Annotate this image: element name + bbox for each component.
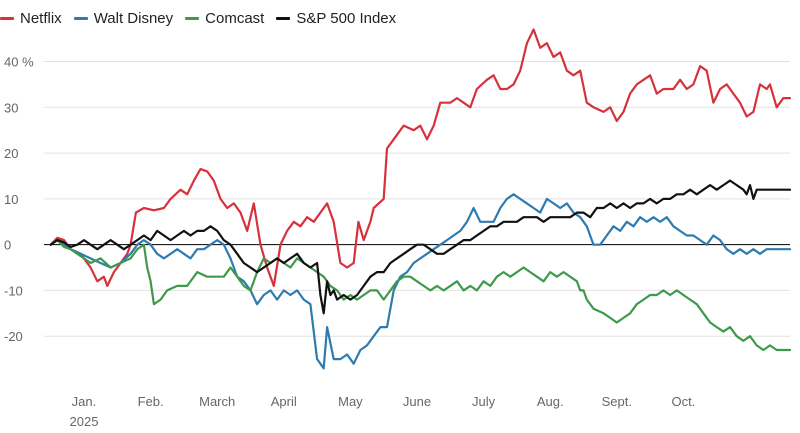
y-tick-label: 10 xyxy=(4,192,18,207)
x-tick-label: Oct. xyxy=(672,394,696,409)
series-line-walt-disney xyxy=(49,193,792,370)
legend-item-walt-disney: Walt Disney xyxy=(73,10,174,27)
legend-item-netflix: Netflix xyxy=(0,10,62,27)
x-tick-label: March xyxy=(199,394,235,409)
y-tick-label: 0 xyxy=(4,238,11,253)
legend-label-netflix: Netflix xyxy=(20,10,62,27)
x-tick-label: Jan. xyxy=(72,394,97,409)
series-line-netflix xyxy=(49,28,792,287)
x-tick-label: June xyxy=(403,394,431,409)
y-tick-label: 20 xyxy=(4,146,18,161)
x-tick-label: July xyxy=(472,394,496,409)
legend-label-sp500: S&P 500 Index xyxy=(296,10,397,27)
y-tick-label: -10 xyxy=(4,283,23,298)
legend-swatch-netflix xyxy=(0,17,14,20)
series-line-comcast xyxy=(49,239,792,352)
x-year-label: 2025 xyxy=(70,414,99,429)
legend-item-sp500: S&P 500 Index xyxy=(276,10,396,27)
x-tick-label: Feb. xyxy=(138,394,164,409)
y-tick-label: -20 xyxy=(4,329,23,344)
x-tick-label: May xyxy=(338,394,363,409)
legend: Netflix Walt Disney Comcast S&P 500 Inde… xyxy=(0,10,396,27)
x-tick-label: April xyxy=(271,394,297,409)
legend-label-walt-disney: Walt Disney xyxy=(93,10,174,27)
x-tick-label: Aug. xyxy=(537,394,564,409)
x-tick-label: Sept. xyxy=(602,394,632,409)
legend-item-comcast: Comcast xyxy=(185,10,264,27)
series-line-s-p-500-index xyxy=(49,179,792,315)
y-tick-label: 40 % xyxy=(4,55,34,70)
y-tick-label: 30 xyxy=(4,100,18,115)
legend-swatch-sp500 xyxy=(276,17,291,20)
legend-swatch-walt-disney xyxy=(73,17,88,20)
legend-swatch-comcast xyxy=(185,17,200,20)
legend-label-comcast: Comcast xyxy=(205,10,265,27)
